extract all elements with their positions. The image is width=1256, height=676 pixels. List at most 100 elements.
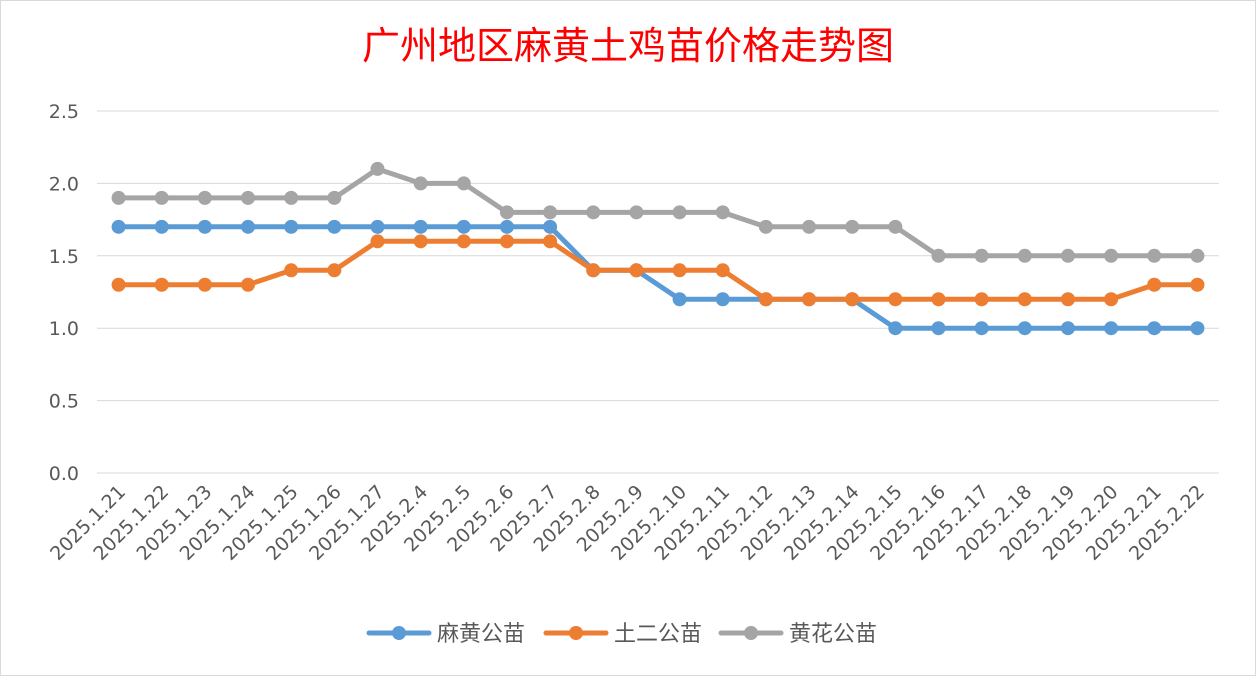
data-point — [499, 219, 514, 234]
data-point — [413, 176, 428, 191]
data-point — [1190, 277, 1205, 292]
chart-title: 广州地区麻黄土鸡苗价格走势图 — [362, 24, 894, 68]
data-point — [888, 321, 903, 336]
data-point — [284, 219, 299, 234]
data-point — [845, 219, 860, 234]
data-point — [974, 321, 989, 336]
data-point — [327, 219, 342, 234]
data-point — [1190, 248, 1205, 263]
data-point — [154, 190, 169, 205]
data-point — [1017, 248, 1032, 263]
data-point — [499, 205, 514, 220]
series-line — [116, 166, 1200, 259]
data-point — [715, 205, 730, 220]
data-point — [672, 263, 687, 278]
legend: 麻黄公苗 土二公苗 黄花公苗 — [366, 622, 877, 647]
series-line — [116, 238, 1200, 302]
data-point — [888, 292, 903, 307]
legend-label: 土二公苗 — [614, 622, 702, 647]
data-point — [370, 161, 385, 176]
legend-marker-icon — [392, 626, 406, 640]
data-point — [1060, 321, 1075, 336]
series-lines — [111, 161, 1205, 336]
data-point — [1017, 321, 1032, 336]
data-point — [327, 190, 342, 205]
data-point — [1104, 321, 1119, 336]
legend-label: 黄花公苗 — [789, 622, 877, 647]
data-point — [241, 190, 256, 205]
data-point — [1060, 248, 1075, 263]
data-point — [370, 234, 385, 249]
data-point — [543, 205, 558, 220]
data-point — [197, 219, 212, 234]
data-point — [931, 292, 946, 307]
y-tick-label: 2.5 — [49, 101, 79, 123]
gridlines — [97, 110, 1219, 474]
data-point — [1104, 248, 1119, 263]
data-point — [1147, 277, 1162, 292]
data-point — [456, 234, 471, 249]
data-point — [931, 321, 946, 336]
data-point — [543, 234, 558, 249]
data-point — [715, 292, 730, 307]
x-axis-tick-labels: 2025.1.212025.1.222025.1.232025.1.242025… — [46, 481, 1209, 565]
y-axis-tick-labels: 0.0 0.5 1.0 1.5 2.0 2.5 — [49, 101, 79, 485]
data-point — [629, 205, 644, 220]
legend-item: 土二公苗 — [543, 622, 702, 647]
series-1 — [111, 234, 1205, 307]
y-tick-label: 0.0 — [49, 463, 79, 485]
y-tick-label: 2.0 — [49, 173, 79, 195]
data-point — [111, 190, 126, 205]
data-point — [197, 277, 212, 292]
data-point — [1017, 292, 1032, 307]
data-point — [197, 190, 212, 205]
data-point — [802, 292, 817, 307]
data-point — [974, 248, 989, 263]
data-point — [974, 292, 989, 307]
data-point — [327, 263, 342, 278]
data-point — [241, 277, 256, 292]
legend-item: 麻黄公苗 — [366, 622, 525, 647]
data-point — [499, 234, 514, 249]
series-2 — [111, 161, 1205, 263]
data-point — [111, 277, 126, 292]
data-point — [845, 292, 860, 307]
data-point — [931, 248, 946, 263]
data-point — [284, 190, 299, 205]
data-point — [586, 205, 601, 220]
data-point — [413, 234, 428, 249]
y-tick-label: 0.5 — [49, 391, 79, 413]
data-point — [543, 219, 558, 234]
data-point — [370, 219, 385, 234]
legend-label: 麻黄公苗 — [437, 622, 525, 647]
data-point — [456, 176, 471, 191]
data-point — [1104, 292, 1119, 307]
data-point — [758, 292, 773, 307]
y-tick-label: 1.5 — [49, 246, 79, 268]
data-point — [284, 263, 299, 278]
data-point — [672, 292, 687, 307]
data-point — [586, 263, 601, 278]
data-point — [802, 219, 817, 234]
data-point — [111, 219, 126, 234]
legend-marker-icon — [744, 626, 758, 640]
data-point — [888, 219, 903, 234]
legend-marker-icon — [569, 626, 583, 640]
data-point — [758, 219, 773, 234]
data-point — [1060, 292, 1075, 307]
data-point — [629, 263, 644, 278]
data-point — [1147, 248, 1162, 263]
data-point — [1190, 321, 1205, 336]
data-point — [715, 263, 730, 278]
data-point — [672, 205, 687, 220]
data-point — [413, 219, 428, 234]
y-tick-label: 1.0 — [49, 318, 79, 340]
series-line — [116, 224, 1200, 331]
legend-item: 黄花公苗 — [718, 622, 877, 647]
data-point — [456, 219, 471, 234]
data-point — [241, 219, 256, 234]
data-point — [154, 219, 169, 234]
data-point — [1147, 321, 1162, 336]
